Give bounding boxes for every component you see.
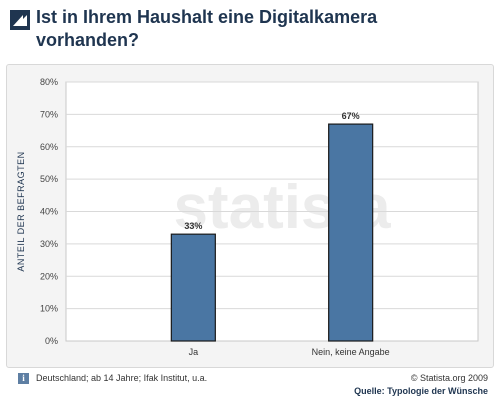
x-tick-label: Nein, keine Angabe <box>312 347 390 357</box>
footer-right: © Statista.org 2009 Quelle: Typologie de… <box>354 372 488 398</box>
bar <box>328 123 374 342</box>
y-tick-label: 20% <box>40 271 58 281</box>
y-tick-label: 60% <box>40 142 58 152</box>
copyright-text: © Statista.org 2009 <box>410 373 488 383</box>
data-label: 67% <box>342 111 360 121</box>
footer-note: Deutschland; ab 14 Jahre; Ifak Institut,… <box>36 373 208 383</box>
y-tick-label: 80% <box>40 77 58 87</box>
y-tick-label: 50% <box>40 174 58 184</box>
y-tick-label: 10% <box>40 304 58 314</box>
data-label: 33% <box>184 221 202 231</box>
bar <box>170 233 216 342</box>
y-tick-label: 70% <box>40 109 58 119</box>
info-icon[interactable]: i <box>18 373 29 384</box>
chart-title: Ist in Ihrem Haushalt eine Digitalkamera… <box>36 7 378 50</box>
title-block: Ist in Ihrem Haushalt eine Digitalkamera… <box>10 6 490 58</box>
y-tick-label: 0% <box>45 336 58 346</box>
y-tick-label: 30% <box>40 239 58 249</box>
source-text: Quelle: Typologie der Wünsche <box>354 386 488 396</box>
y-axis-label: ANTEIL DER BEFRAGTEN <box>16 151 26 271</box>
x-tick-label: Ja <box>189 347 199 357</box>
y-tick-label: 40% <box>40 207 58 217</box>
statista-logo-icon <box>10 10 30 30</box>
